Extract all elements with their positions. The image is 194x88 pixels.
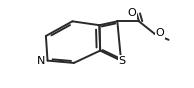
Text: O: O [128, 8, 137, 18]
Text: S: S [118, 56, 125, 66]
Text: N: N [37, 56, 46, 66]
Text: O: O [156, 28, 165, 38]
